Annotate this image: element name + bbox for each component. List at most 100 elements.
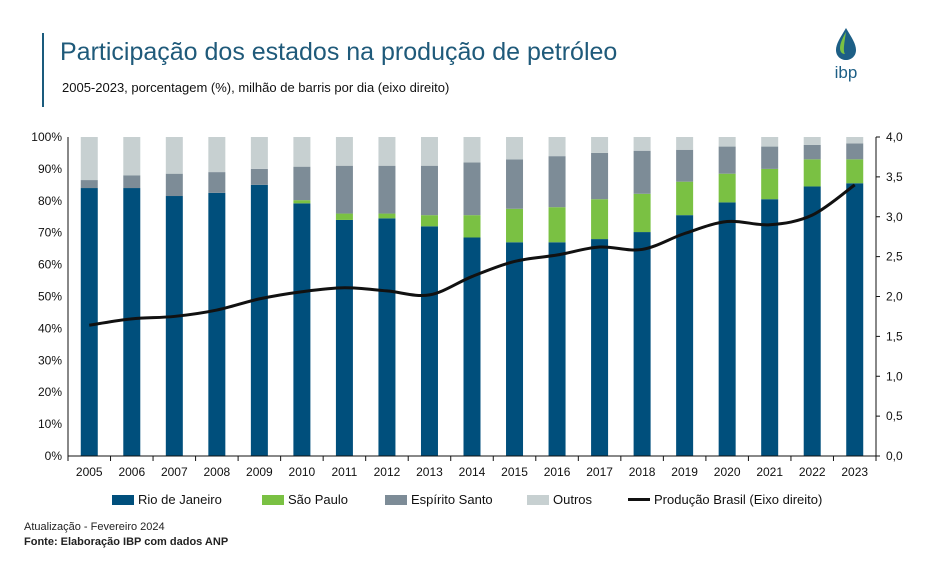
x-tick-label: 2017 [586,465,613,479]
ibp-logo: ibp [835,28,858,82]
x-tick-label: 2013 [416,465,443,479]
bar-segment-esp-rito-santo [80,180,98,189]
legend-swatch [112,494,134,505]
y-right-tick-label: 2,0 [886,290,903,304]
y-right-tick-label: 1,0 [886,369,903,383]
bar-segment-outros [165,137,183,174]
bar-segment-rio-de-janeiro [293,203,311,456]
bar-segment-outros [293,137,311,167]
y-left-tick-label: 100% [31,130,62,144]
bar-segment-outros [846,137,864,144]
y-left-tick-label: 50% [38,290,62,304]
bar-segment-rio-de-janeiro [335,219,353,456]
legend-item: Rio de Janeiro [112,492,222,507]
bar-segment-outros [420,137,438,166]
bar-segment-s-o-paulo [846,159,864,184]
legend-item: São Paulo [262,492,348,507]
y-left-tick-label: 70% [38,226,62,240]
chart-canvas: 0% 10% 20% 30% 40% 50% 60% 70% 80% 90% 100% 0,0 0,5… [31,130,903,479]
bar-segment-esp-rito-santo [208,172,226,193]
bar-segment-esp-rito-santo [420,165,438,216]
logo-text: ibp [835,63,858,82]
bar-segment-s-o-paulo [378,213,396,219]
bar-segment-rio-de-janeiro [208,192,226,456]
bar-segment-esp-rito-santo [548,156,566,208]
legend-swatch [262,494,284,505]
source-note: Fonte: Elaboração IBP com dados ANP [24,536,229,548]
bar-segment-rio-de-janeiro [676,215,694,456]
y-right-tick-label: 0,0 [886,449,903,463]
bar-segment-esp-rito-santo [335,165,353,214]
bar-segment-esp-rito-santo [463,162,481,216]
legend-item: Espírito Santo [385,492,493,507]
x-tick-label: 2009 [246,465,273,479]
bar-segment-esp-rito-santo [378,165,396,214]
legend-label: São Paulo [288,492,348,507]
bar-segment-outros [506,137,524,160]
bar-segment-s-o-paulo [548,207,566,243]
x-tick-label: 2019 [671,465,698,479]
bar-segment-outros [548,137,566,157]
line-group [89,183,856,327]
bar-segment-esp-rito-santo [591,152,609,200]
y-left-tick-label: 20% [38,385,62,399]
bar-segment-esp-rito-santo [250,168,268,185]
bar-segment-s-o-paulo [463,215,481,238]
x-tick-label: 2011 [332,465,358,479]
bar-segment-esp-rito-santo [506,159,524,209]
bar-segment-outros [250,137,268,169]
bar-segment-outros [718,137,736,147]
legend-item: Outros [527,492,592,507]
bar-segment-esp-rito-santo [633,150,651,194]
y-left-tick-label: 0% [45,449,63,463]
bar-segment-s-o-paulo [420,215,438,227]
bar-segment-s-o-paulo [293,200,311,204]
bar-segment-esp-rito-santo [718,146,736,174]
y-left-tick-label: 10% [38,417,62,431]
bar-segment-rio-de-janeiro [846,183,864,456]
title-accent-bar [42,33,44,107]
bar-segment-rio-de-janeiro [80,188,98,457]
x-tick-label: 2020 [714,465,741,479]
bar-segment-esp-rito-santo [846,143,864,160]
bar-segment-esp-rito-santo [293,166,311,201]
bar-segment-rio-de-janeiro [165,196,183,456]
bar-segment-outros [335,137,353,166]
bar-segment-s-o-paulo [335,213,353,220]
bar-segment-outros [803,137,821,145]
bar-segment-rio-de-janeiro [548,242,566,456]
bar-segment-rio-de-janeiro [463,237,481,456]
y-left-tick-label: 90% [38,162,62,176]
bar-segment-s-o-paulo [676,181,694,216]
x-tick-label: 2015 [501,465,528,479]
bar-segment-rio-de-janeiro [718,202,736,456]
x-tick-label: 2005 [76,465,103,479]
bar-segment-esp-rito-santo [803,144,821,160]
x-tick-label: 2006 [118,465,145,479]
legend-label: Outros [553,492,593,507]
chart-subtitle: 2005-2023, porcentagem (%), milhão de ba… [62,80,450,95]
y-left-tick-label: 60% [38,258,62,272]
bars-group [80,137,864,457]
y-left-tick-label: 30% [38,353,62,367]
bar-segment-rio-de-janeiro [506,242,524,456]
y-axis-left: 0% 10% 20% 30% 40% 50% 60% 70% 80% 90% 100% [31,130,69,463]
bar-segment-outros [591,137,609,153]
legend-label: Produção Brasil (Eixo direito) [654,492,823,507]
bar-segment-rio-de-janeiro [250,184,268,456]
bar-segment-s-o-paulo [591,199,609,240]
bar-segment-rio-de-janeiro [803,186,821,456]
bar-segment-s-o-paulo [761,168,779,200]
bar-segment-esp-rito-santo [123,175,141,189]
y-left-tick-label: 40% [38,321,62,335]
bar-segment-outros [80,137,98,181]
x-tick-label: 2022 [799,465,826,479]
y-right-tick-label: 2,5 [886,250,903,264]
legend-item: Produção Brasil (Eixo direito) [628,492,822,507]
y-right-tick-label: 3,0 [886,210,903,224]
x-axis: 2005 2006 2007 2008 2009 2010 2011 2012 2013 2014… [67,455,877,479]
chart-title: Participação dos estados na produção de … [60,38,618,66]
bar-segment-s-o-paulo [506,208,524,243]
x-tick-label: 2010 [289,465,316,479]
x-tick-label: 2016 [544,465,571,479]
